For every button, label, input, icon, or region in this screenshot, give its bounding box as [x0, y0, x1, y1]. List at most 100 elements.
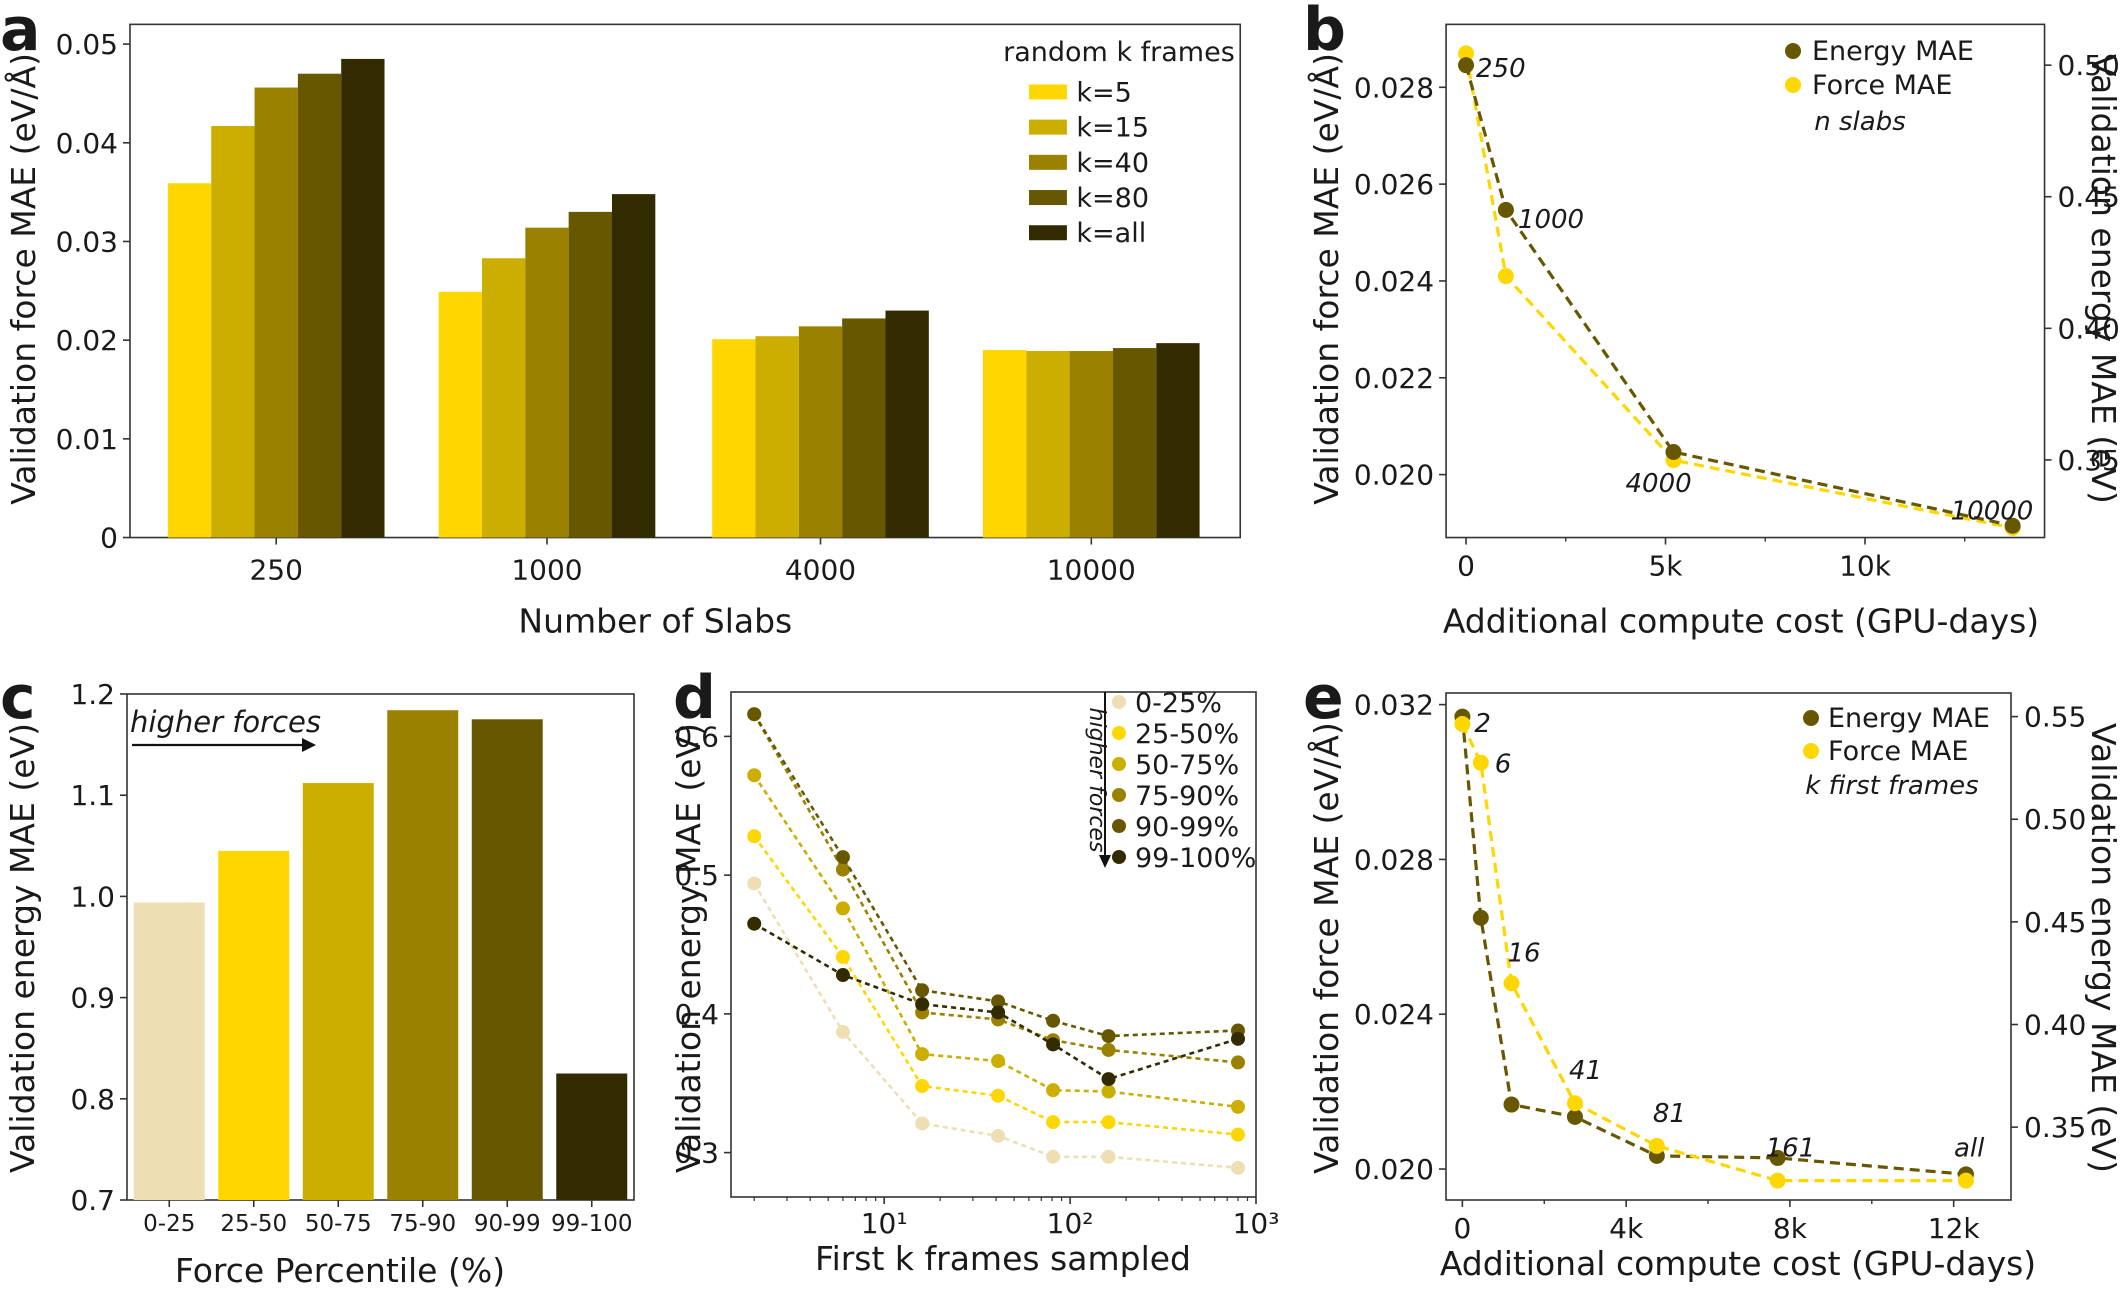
panel-e-point-label: 16 [1508, 938, 1541, 968]
panel-b-energy-line [1464, 64, 2013, 528]
bar-1000-k=40 [525, 227, 569, 538]
panel-c-xlabel: Force Percentile (%) [175, 1251, 505, 1289]
bar-10000-k=all [1156, 343, 1200, 538]
panel-e-y2-tick-label: 0.40 [2024, 1009, 2086, 1042]
panel-d-point-99-100% [747, 916, 762, 931]
panel-label-d: d [673, 663, 716, 733]
panel-b-x-tick-label: 5k [1648, 550, 1683, 583]
panel-d-point-90-99% [1046, 1013, 1061, 1028]
panel-e-legend-note: k first frames [1805, 771, 1978, 801]
panel-b-x-tick-label: 0 [1457, 550, 1475, 583]
panel-d-point-0-25% [835, 1024, 850, 1039]
panel-d-point-75-90% [1230, 1055, 1245, 1070]
panel-d-point-25-50% [915, 1079, 930, 1094]
panel-a-legend-title: random k frames [1003, 37, 1235, 68]
panel-d-point-25-50% [1101, 1115, 1116, 1130]
panel-e-ylabel: Validation force MAE (eV/Å) [1306, 722, 1346, 1174]
panel-d-y-tick-label: 0.3 [674, 1137, 719, 1170]
panel-b-y2-tick-label: 0.50 [2058, 49, 2120, 82]
panel-d-point-50-75% [747, 768, 762, 783]
panel-e-point-label: 2 [1474, 709, 1491, 739]
panel-label-c: c [0, 663, 36, 733]
panel-c-y-tick-label: 0.9 [70, 982, 115, 1015]
panel-e-y2-tick-label: 0.50 [2024, 803, 2086, 836]
panel-e-y-tick-label: 0.028 [1354, 843, 1434, 876]
panel-c-category-label: 50-75 [305, 1211, 372, 1237]
panel-d-legend-marker [1112, 726, 1126, 740]
panel-b-x-tick-label: 10k [1839, 550, 1892, 583]
bar-1000-k=80 [568, 211, 612, 538]
panel-e-legend-marker [1803, 710, 1819, 726]
panel-b-y2-tick-label: 0.45 [2058, 181, 2120, 214]
panel-label-b: b [1303, 0, 1346, 65]
panel-c-category-label: 25-50 [220, 1211, 287, 1237]
panel-a-category-label: 10000 [1047, 554, 1136, 587]
panel-e-force-point [1472, 754, 1489, 771]
panel-a-legend-label: k=all [1076, 218, 1146, 249]
panel-d-y-tick-label: 0.5 [674, 859, 719, 892]
panel-d-tick-label: 10² [1047, 1207, 1094, 1240]
panel-b-legend-marker [1785, 43, 1801, 59]
panel-d-point-25-50% [991, 1088, 1006, 1103]
panel-d-point-99-100% [1230, 1031, 1245, 1046]
panel-e-x-tick-label: 4k [1609, 1212, 1644, 1245]
bar-250-k=15 [211, 126, 255, 538]
panel-e-point-label: 6 [1495, 750, 1512, 780]
panel-d-point-90-99% [915, 983, 930, 998]
panel-label-e: e [1303, 663, 1344, 733]
panel-d-legend-label: 50-75% [1135, 750, 1239, 781]
panel-c-y-tick-label: 1.0 [70, 880, 115, 913]
panel-b-force-point [1458, 45, 1475, 62]
panel-label-a: a [0, 0, 41, 65]
panel-d-point-0-25% [991, 1128, 1006, 1143]
panel-e-x-tick-label: 12k [1928, 1212, 1981, 1245]
panel-d-point-99-100% [1101, 1072, 1116, 1087]
bar-250-k=5 [167, 183, 212, 538]
bar-4000-k=40 [798, 326, 843, 538]
panel-d-point-50-75% [835, 901, 850, 916]
panel-d-point-75-90% [1101, 1042, 1116, 1057]
panel-e-force-point [1957, 1172, 1974, 1189]
panel-d-point-50-75% [915, 1047, 930, 1062]
panel-a-y-tick-label: 0.01 [56, 423, 118, 456]
panel-e-y-tick-label: 0.032 [1354, 689, 1434, 722]
panel-c-category-label: 90-99 [474, 1211, 541, 1237]
panel-c: 0-25 25-50 50-75 75-90 90-99 99-100 0.7 0.8 0.9 1… [0, 663, 635, 1289]
panel-d: 0.3 0.4 0.5 0.6 10¹ 10² 10³ 0-25%25-50%50-75%75… [669, 663, 1279, 1278]
panel-e-force-point [1769, 1172, 1786, 1189]
panel-d-point-25-50% [1230, 1127, 1245, 1142]
panel-a-category-label: 4000 [785, 554, 856, 587]
panel-e-frame [1445, 692, 2012, 1201]
bar-1000-k=all [611, 194, 656, 538]
panel-a-legend-label: k=15 [1076, 113, 1149, 144]
panel-c-y-tick-label: 0.7 [70, 1184, 115, 1217]
panel-e-legend-label: Energy MAE [1828, 703, 1990, 734]
panel-b-y2label: Validation energy MAE (eV) [2084, 54, 2123, 504]
panel-e-force-point [1566, 1095, 1583, 1112]
panel-b: 0.020 0.022 0.024 0.026 0.028 0.35 0.40 0.45 0.5… [1303, 0, 2123, 640]
panel-e-y2-tick-label: 0.35 [2024, 1111, 2086, 1144]
bar-0-25 [133, 902, 205, 1200]
panel-b-point-label: 250 [1476, 54, 1526, 84]
panel-e-y-tick-label: 0.024 [1354, 998, 1434, 1031]
panel-d-point-0-25% [1046, 1149, 1061, 1164]
panel-a-ylabel: Validation force MAE (eV/Å) [3, 53, 43, 505]
panel-d-legend-label: 75-90% [1135, 781, 1239, 812]
bar-90-99 [471, 719, 543, 1200]
panel-c-frame [126, 693, 635, 1201]
panel-d-legend-arrow-label: higher forces [1084, 708, 1109, 853]
panel-a-frame [129, 23, 1242, 539]
panel-c-ylabel: Validation energy MAE (eV) [3, 723, 42, 1173]
panel-c-y-tick-label: 1.1 [70, 779, 115, 812]
panel-d-point-99-100% [835, 968, 850, 983]
panel-d-point-99-100% [915, 997, 930, 1012]
panel-d-legend-marker [1112, 819, 1126, 833]
panel-a-y-tick-label: 0.04 [56, 127, 118, 160]
bar-4000-k=all [885, 310, 929, 538]
panel-b-point-label: 10000 [1951, 497, 2034, 527]
panel-b-y-tick-label: 0.028 [1354, 71, 1434, 104]
panel-a-y-tick-label: 0.02 [56, 324, 118, 357]
panel-b-energy-point [2004, 517, 2021, 534]
panel-e: 0.020 0.024 0.028 0.032 0.35 0.40 0.45 0.50 0.55… [1303, 663, 2123, 1283]
panel-d-point-0-25% [1230, 1160, 1245, 1175]
